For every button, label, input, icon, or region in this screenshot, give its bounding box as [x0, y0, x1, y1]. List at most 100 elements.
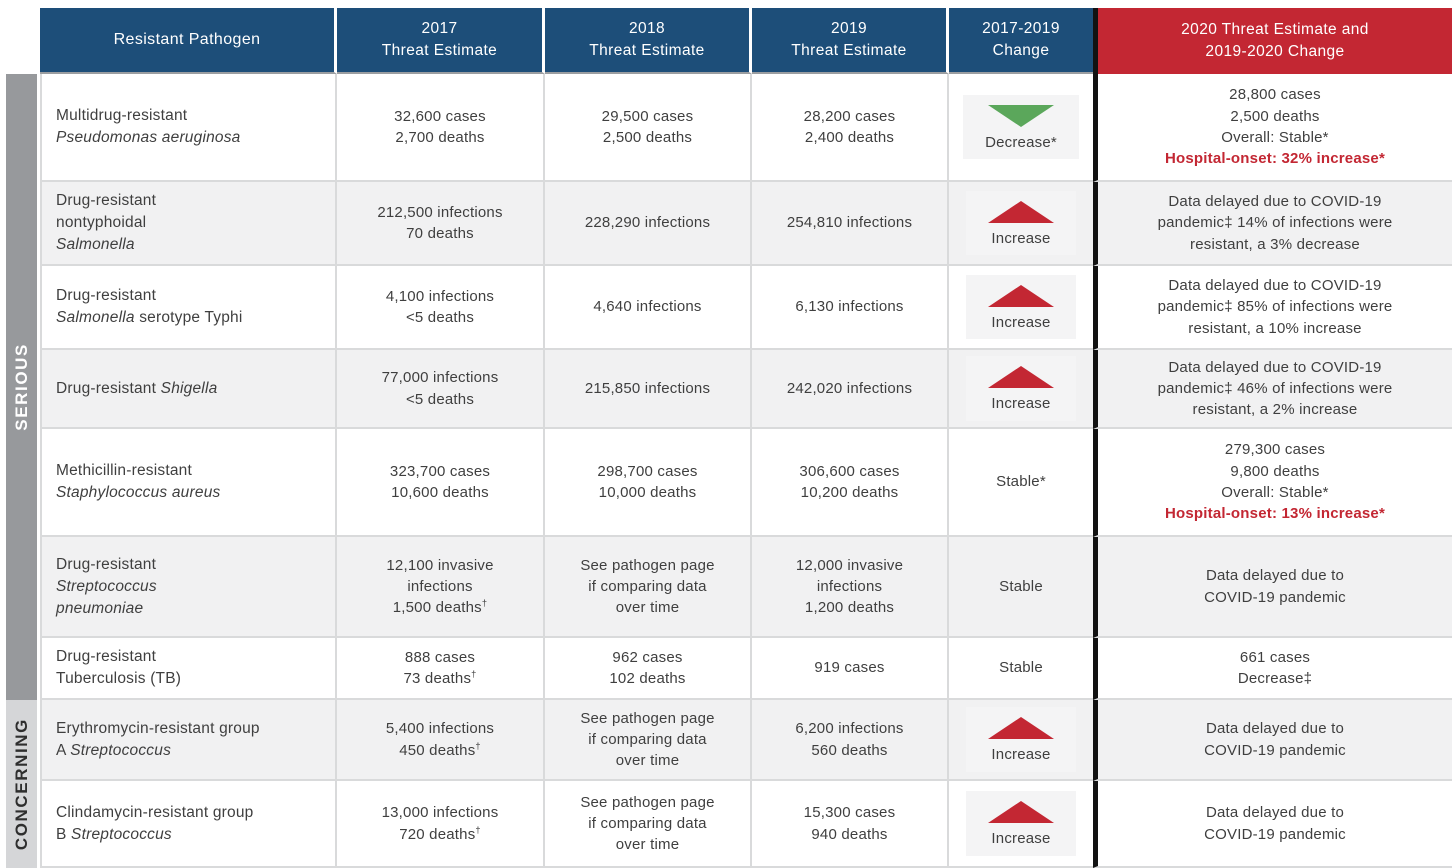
change-cell: Increase [949, 350, 1093, 429]
pathogen-name-text: Erythromycin-resistant group [56, 719, 260, 737]
cell-line: 10,600 deaths [391, 484, 489, 501]
cell-line: 73 deaths† [403, 669, 477, 687]
pathogen-cell: Erythromycin-resistant group A Streptococ… [40, 700, 337, 781]
cell-line: 102 deaths [609, 670, 686, 687]
cell-line: 13,000 infections [381, 804, 499, 822]
change-cell: Increase [949, 781, 1093, 868]
decrease-triangle-icon [988, 104, 1054, 127]
cell-line: 720 deaths† [399, 824, 481, 843]
change-label: Stable [999, 577, 1043, 595]
pathogen-name-text: nontyphoidal [56, 214, 147, 231]
estimate-2017-cell: 5,400 infections 450 deaths† [337, 700, 545, 781]
dagger-footnote-mark: † [481, 598, 488, 609]
pathogen-name-italic: Streptococcus [71, 825, 172, 843]
pathogen-name-line: nontyphoidal [56, 212, 146, 234]
estimate-2019-cell: 242,020 infections [752, 350, 949, 429]
cell-line: Data delayed due to [1205, 804, 1345, 822]
cell-line: 12,100 invasive [386, 556, 494, 574]
estimate-2017-cell: 323,700 cases 10,600 deaths [337, 429, 545, 537]
change-indicator: Increase [966, 356, 1076, 421]
pathogen-name-italic: Streptococcus [70, 741, 172, 759]
estimate-2020-cell: 661 cases Decrease‡ [1093, 638, 1452, 700]
pathogen-name-line: Drug-resistant Shigella [56, 378, 217, 400]
section-band-serious: SERIOUS [6, 74, 37, 700]
cell-line: 962 cases [612, 648, 683, 666]
cell-line: over time [615, 836, 680, 854]
cell-line: pandemic‡ 46% of infections were [1157, 379, 1393, 397]
cell-line: See pathogen page [580, 793, 715, 811]
cell-line: 15,300 cases [803, 804, 896, 822]
pathogen-cell: Drug-resistant nontyphoidal Salmonella [40, 182, 337, 266]
cell-line: COVID-19 pandemic [1204, 741, 1346, 759]
cell-line: resistant, a 10% increase [1188, 319, 1362, 337]
header-2018-threat-estimate: 2018 Threat Estimate [545, 8, 752, 74]
cell-line: if comparing data [588, 577, 707, 595]
estimate-2018-cell: 962 cases 102 deaths [545, 638, 752, 700]
change-label: Increase [991, 229, 1051, 247]
estimate-2020-cell: Data delayed due to COVID-19 pandemic‡ 14… [1093, 182, 1452, 266]
cell-line: Data delayed due to COVID-19 [1168, 193, 1382, 211]
pathogen-name-italic: Shigella [160, 379, 218, 397]
pathogen-name-text: Tuberculosis (TB) [56, 670, 182, 687]
threat-table: Resistant Pathogen 2017 Threat Estimate … [40, 8, 1452, 868]
change-indicator: Decrease* [963, 94, 1079, 160]
estimate-2017-cell: 13,000 infections 720 deaths† [337, 781, 545, 868]
change-label: Increase [991, 830, 1051, 848]
dagger-footnote-mark: † [475, 740, 481, 751]
cell-line: resistant, a 2% increase [1192, 401, 1358, 419]
estimate-2019-cell: 12,000 invasive infections 1,200 deaths [752, 537, 949, 638]
pathogen-name-line: B Streptococcus [56, 824, 172, 846]
section-band-concerning: CONCERNING [6, 700, 37, 868]
change-indicator: Increase [966, 190, 1076, 256]
cell-line: Overall: Stable* [1221, 484, 1329, 501]
estimate-2020-cell: 28,800 cases 2,500 deaths Overall: Stable*… [1093, 74, 1452, 182]
cell-line: Overall: Stable* [1221, 129, 1329, 146]
pathogen-name-text: serotype Typhi [134, 309, 243, 326]
increase-triangle-icon [988, 366, 1054, 389]
pathogen-cell: Drug-resistant Salmonella serotype Typhi [40, 266, 337, 350]
header-2017-2019-change: 2017-2019 Change [949, 8, 1093, 74]
cell-line: Data delayed due to COVID-19 [1168, 277, 1382, 295]
header-label: 2018 [628, 20, 666, 38]
estimate-2019-cell: 919 cases [752, 638, 949, 700]
header-resistant-pathogen: Resistant Pathogen [40, 8, 337, 74]
pathogen-name-text: Drug-resistant [56, 287, 157, 304]
cell-line: 228,290 infections [584, 214, 711, 232]
estimate-2018-cell: 215,850 infections [545, 350, 752, 429]
change-cell: Stable [949, 537, 1093, 638]
cell-line: 279,300 cases [1224, 441, 1326, 459]
change-cell: Decrease* [949, 74, 1093, 182]
cell-line: 2,700 deaths [395, 129, 485, 146]
pathogen-cell: Drug-resistant Shigella [40, 350, 337, 429]
estimate-2019-cell: 28,200 cases 2,400 deaths [752, 74, 949, 182]
estimate-2018-cell: 298,700 cases 10,000 deaths [545, 429, 752, 537]
pathogen-name-line: Erythromycin-resistant group [56, 718, 260, 740]
estimate-2018-cell: See pathogen page if comparing data over t… [545, 781, 752, 868]
pathogen-name-line: Salmonella [56, 234, 135, 256]
cell-line: over time [615, 752, 680, 770]
section-label-concerning: CONCERNING [11, 717, 31, 851]
estimate-2017-cell: 12,100 invasive infections 1,500 deaths† [337, 537, 545, 638]
header-label: 2017-2019 [982, 20, 1060, 38]
estimate-2018-cell: 4,640 infections [545, 266, 752, 350]
cell-line: 450 deaths† [399, 740, 481, 759]
increase-triangle-icon [988, 717, 1054, 740]
header-label: 2017 [421, 20, 458, 38]
cell-line: 242,020 infections [786, 379, 913, 397]
pathogen-name-text: Drug-resistant [56, 192, 157, 209]
estimate-2017-cell: 212,500 infections 70 deaths [337, 182, 545, 266]
increase-triangle-icon [988, 801, 1054, 824]
change-indicator: Increase [966, 791, 1076, 856]
cell-line: 888 cases [404, 648, 476, 666]
cell-line: resistant, a 3% decrease [1190, 235, 1360, 253]
estimate-2020-cell: Data delayed due to COVID-19 pandemic [1093, 700, 1452, 781]
cell-line: 254,810 infections [786, 214, 913, 232]
cell-line: 661 cases [1239, 648, 1311, 666]
pathogen-name-line: Drug-resistant [56, 285, 156, 307]
header-label: 2019-2020 Change [1205, 43, 1345, 60]
cell-line: pandemic‡ 14% of infections were [1157, 214, 1393, 232]
cell-line: Data delayed due to COVID-19 [1168, 358, 1382, 376]
dagger-footnote-mark: † [475, 824, 481, 835]
estimate-2020-cell: Data delayed due to COVID-19 pandemic [1093, 781, 1452, 868]
header-label: Resistant Pathogen [113, 30, 261, 48]
